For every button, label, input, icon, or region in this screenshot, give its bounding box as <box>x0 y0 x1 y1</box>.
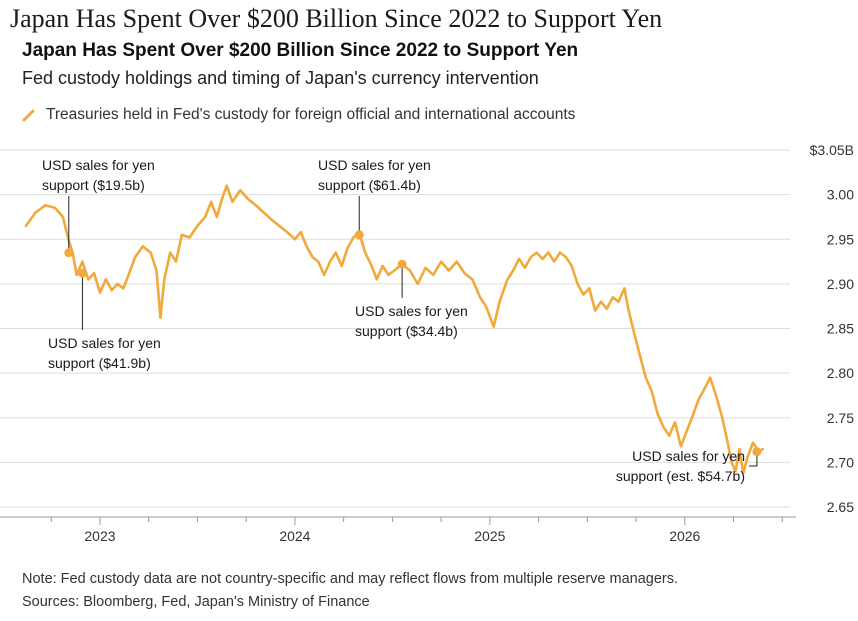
y-tick-label: 2.70 <box>827 454 854 470</box>
intervention-marker <box>64 248 74 258</box>
y-tick-label: 2.75 <box>827 410 854 426</box>
intervention-marker <box>77 268 87 278</box>
y-tick-label: 2.65 <box>827 499 854 515</box>
y-tick-label: 2.90 <box>827 276 854 292</box>
chart-note: Note: Fed custody data are not country-s… <box>22 571 679 587</box>
x-tick-label: 2024 <box>279 528 310 544</box>
annotation-leader <box>749 451 758 467</box>
annotation-line1: USD sales for yen <box>318 157 431 173</box>
series-line <box>24 184 765 475</box>
legend-swatch-icon <box>22 109 35 122</box>
x-tick-label: 2025 <box>474 528 505 544</box>
y-tick-label: 2.85 <box>827 321 854 337</box>
legend: Treasuries held in Fed's custody for for… <box>22 106 575 124</box>
intervention-marker <box>752 447 762 457</box>
y-tick-label: 2.80 <box>827 365 854 381</box>
intervention-marker <box>397 259 407 269</box>
legend-label: Treasuries held in Fed's custody for for… <box>46 106 576 123</box>
intervention-marker <box>354 230 364 240</box>
annotation-line1: USD sales for yen <box>48 335 161 351</box>
annotation-line1: USD sales for yen <box>632 448 745 464</box>
annotation-line1: USD sales for yen <box>42 157 155 173</box>
chart-subtitle: Fed custody holdings and timing of Japan… <box>22 68 539 88</box>
annotation-line2: support (est. $54.7b) <box>616 468 745 484</box>
annotation-line1: USD sales for yen <box>355 303 468 319</box>
x-tick-label: 2023 <box>84 528 115 544</box>
line-chart: $3.05B 3.00 2.95 2.90 2.85 2.80 2.75 2.70 2.65 20… <box>0 142 854 544</box>
x-tick-label: 2026 <box>669 528 700 544</box>
annotation-line2: support ($34.4b) <box>355 323 458 339</box>
annotation-line2: support ($61.4b) <box>318 177 421 193</box>
page-headline: Japan Has Spent Over $200 Billion Since … <box>10 4 663 33</box>
y-tick-label: 3.00 <box>827 187 854 203</box>
chart-sources: Sources: Bloomberg, Fed, Japan's Ministr… <box>22 594 370 610</box>
y-tick-label: $3.05B <box>810 142 854 158</box>
y-tick-label: 2.95 <box>827 231 854 247</box>
chart-title: Japan Has Spent Over $200 Billion Since … <box>22 40 579 61</box>
annotation-line2: support ($19.5b) <box>42 177 145 193</box>
annotation-line2: support ($41.9b) <box>48 355 151 371</box>
